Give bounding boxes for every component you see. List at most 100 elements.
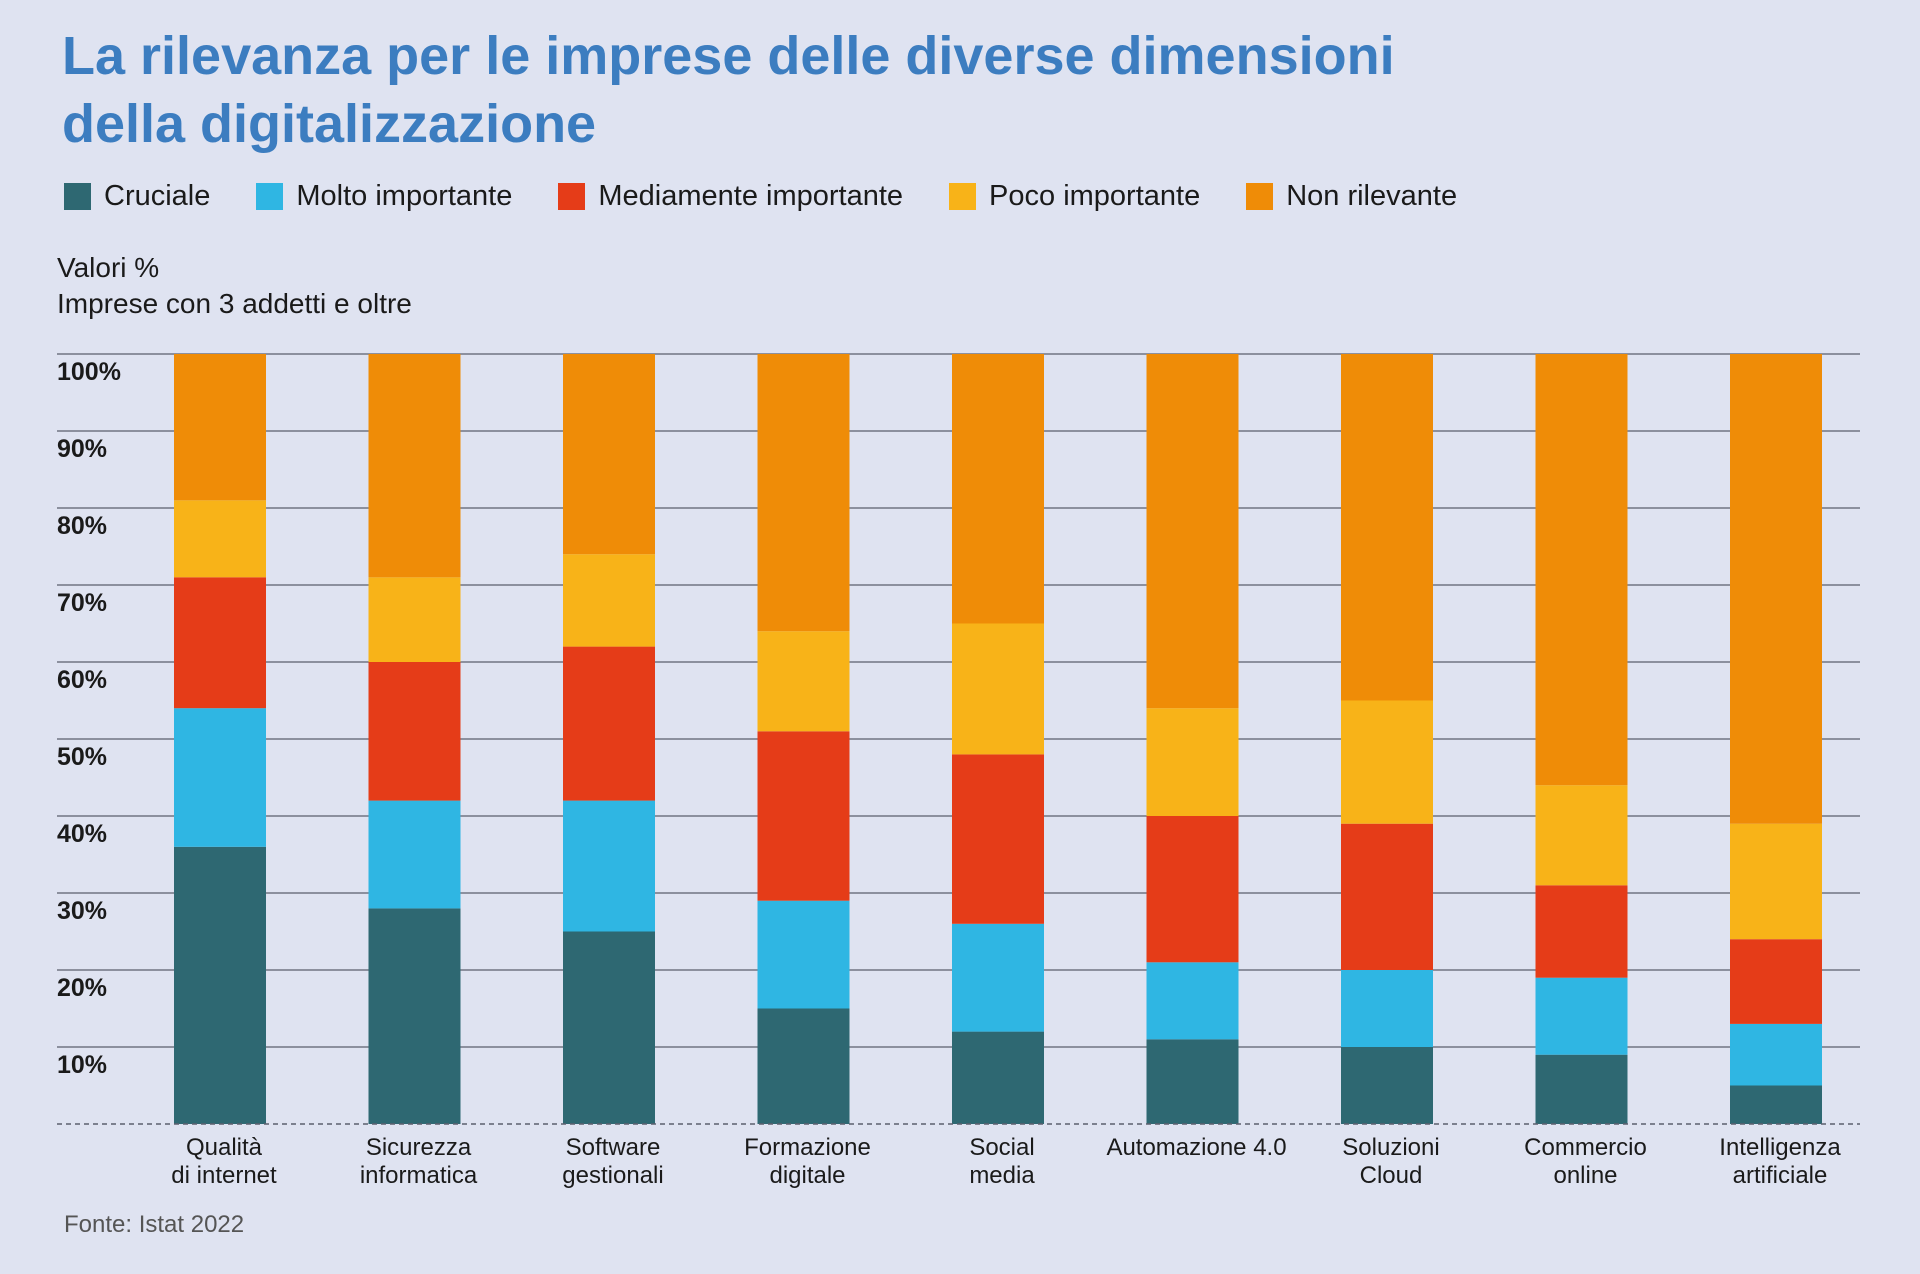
- bar-segment-cruciale-0: [174, 846, 266, 1124]
- x-tick-label-line: Commercio: [1524, 1134, 1647, 1161]
- y-tick-label-40: 40%: [57, 820, 107, 848]
- x-tick-label-line: Sicurezza: [366, 1134, 472, 1161]
- legend-label-molto-importante: Molto importante: [296, 180, 513, 212]
- bar-segment-mediamente-importante-7: [1535, 885, 1628, 978]
- legend-label-poco-importante: Poco importante: [989, 180, 1201, 212]
- bar-segment-poco-importante-8: [1730, 823, 1822, 940]
- x-tick-label-line: Cloud: [1360, 1162, 1423, 1189]
- bar-segment-cruciale-6: [1341, 1047, 1433, 1124]
- bar-segment-non-rilevante-3: [757, 354, 850, 632]
- legend-label-mediamente-importante: Mediamente importante: [598, 180, 904, 212]
- y-tick-label-100: 100%: [57, 358, 121, 386]
- bar-segment-cruciale-7: [1535, 1054, 1628, 1124]
- bar-segment-mediamente-importante-5: [1146, 816, 1239, 963]
- bar-segment-molto-importante-3: [757, 900, 850, 1009]
- legend-item-poco-importante: Poco importante: [949, 180, 1200, 213]
- bar-segment-cruciale-8: [1730, 1085, 1822, 1124]
- population-label: Imprese con 3 addetti e oltre: [57, 288, 412, 319]
- bar-segment-molto-importante-0: [174, 708, 266, 847]
- chart-title-line-2: della digitalizzazione: [62, 94, 597, 154]
- legend-item-molto-importante: Molto importante: [256, 180, 512, 213]
- chart-legend: Cruciale Molto importante Mediamente imp…: [64, 180, 1503, 213]
- unit-label: Valori %: [57, 252, 160, 283]
- bar-segment-poco-importante-2: [563, 554, 655, 647]
- y-tick-label-60: 60%: [57, 666, 107, 694]
- bar-segment-mediamente-importante-0: [174, 577, 266, 709]
- x-tick-label-line: Automazione 4.0: [1106, 1134, 1286, 1161]
- y-tick-label-30: 30%: [57, 897, 107, 925]
- bar-segment-molto-importante-4: [952, 923, 1044, 1032]
- x-tick-label-line: online: [1553, 1162, 1617, 1189]
- bar-segment-cruciale-2: [563, 931, 655, 1124]
- bar-segment-molto-importante-5: [1146, 962, 1239, 1040]
- x-tick-label-8: Intelligenza artificiale: [1719, 1134, 1841, 1189]
- bar-segment-poco-importante-3: [757, 631, 850, 732]
- bar-segment-non-rilevante-1: [368, 354, 461, 578]
- source-note: Fonte: Istat 2022: [64, 1211, 245, 1238]
- x-tick-label-5: Automazione 4.0: [1106, 1134, 1286, 1161]
- bar-segment-non-rilevante-8: [1730, 354, 1822, 824]
- x-tick-label-line: Soluzioni: [1342, 1134, 1439, 1161]
- x-tick-label-line: digitale: [769, 1162, 845, 1189]
- bar-segment-poco-importante-7: [1535, 785, 1628, 886]
- x-tick-label-line: Formazione: [744, 1134, 871, 1161]
- bar-segment-poco-importante-0: [174, 500, 266, 578]
- legend-swatch-cruciale: [64, 183, 91, 210]
- bar-segment-molto-importante-1: [368, 800, 461, 909]
- bar-segment-poco-importante-1: [368, 577, 461, 662]
- x-tick-label-0: Qualità di internet: [171, 1134, 277, 1189]
- x-tick-label-7: Commercio online: [1524, 1134, 1647, 1189]
- x-tick-label-line: informatica: [360, 1162, 478, 1189]
- x-tick-label-line: Software: [566, 1134, 661, 1161]
- y-tick-label-80: 80%: [57, 512, 107, 540]
- legend-swatch-molto-importante: [256, 183, 284, 210]
- bar-segment-non-rilevante-7: [1535, 354, 1628, 786]
- bar-segment-mediamente-importante-8: [1730, 939, 1822, 1024]
- legend-label-non-rilevante: Non rilevante: [1286, 180, 1458, 212]
- x-tick-label-1: Sicurezza informatica: [360, 1134, 478, 1189]
- bar-segment-molto-importante-6: [1341, 970, 1433, 1047]
- bar-segment-non-rilevante-0: [174, 354, 266, 501]
- bar-segment-poco-importante-6: [1341, 700, 1433, 824]
- y-tick-label-10: 10%: [57, 1051, 107, 1079]
- bar-segment-cruciale-3: [757, 1008, 850, 1124]
- bar-segment-poco-importante-4: [952, 623, 1044, 755]
- bar-segment-poco-importante-5: [1146, 708, 1239, 816]
- x-tick-label-line: gestionali: [562, 1162, 663, 1189]
- bar-segment-non-rilevante-5: [1146, 354, 1239, 709]
- bar-segment-molto-importante-2: [563, 800, 655, 932]
- x-tick-label-4: Social media: [969, 1134, 1035, 1189]
- bar-segment-mediamente-importante-3: [757, 731, 850, 901]
- y-tick-label-90: 90%: [57, 435, 107, 463]
- bar-segment-mediamente-importante-2: [563, 646, 655, 801]
- y-tick-label-20: 20%: [57, 974, 107, 1002]
- x-tick-label-line: Social: [969, 1134, 1034, 1161]
- legend-item-non-rilevante: Non rilevante: [1246, 180, 1457, 213]
- bar-segment-cruciale-5: [1146, 1039, 1239, 1124]
- x-tick-label-6: Soluzioni Cloud: [1342, 1134, 1439, 1189]
- bar-segment-cruciale-4: [952, 1031, 1044, 1124]
- bar-segment-non-rilevante-6: [1341, 354, 1433, 701]
- y-tick-label-70: 70%: [57, 589, 107, 617]
- x-tick-label-line: di internet: [171, 1162, 277, 1189]
- legend-item-cruciale: Cruciale: [64, 180, 210, 213]
- y-tick-label-50: 50%: [57, 743, 107, 771]
- bar-segment-non-rilevante-4: [952, 354, 1044, 624]
- x-tick-label-3: Formazione digitale: [744, 1134, 871, 1189]
- chart-subtitle: Valori % Imprese con 3 addetti e oltre: [57, 250, 412, 322]
- x-tick-label-line: artificiale: [1733, 1162, 1828, 1189]
- bar-segment-molto-importante-8: [1730, 1023, 1822, 1086]
- x-tick-label-line: media: [969, 1162, 1035, 1189]
- chart-title-line-1: La rilevanza per le imprese delle divers…: [62, 26, 1395, 86]
- legend-swatch-poco-importante: [949, 183, 977, 210]
- x-tick-label-2: Software gestionali: [562, 1134, 663, 1189]
- x-tick-label-line: Intelligenza: [1719, 1134, 1841, 1161]
- legend-item-mediamente-importante: Mediamente importante: [558, 180, 903, 213]
- bar-segment-mediamente-importante-4: [952, 754, 1044, 924]
- bar-segment-non-rilevante-2: [563, 354, 655, 555]
- bar-segment-mediamente-importante-1: [368, 662, 461, 801]
- bar-segment-cruciale-1: [368, 908, 461, 1124]
- bar-segment-molto-importante-7: [1535, 977, 1628, 1055]
- legend-swatch-non-rilevante: [1246, 183, 1274, 210]
